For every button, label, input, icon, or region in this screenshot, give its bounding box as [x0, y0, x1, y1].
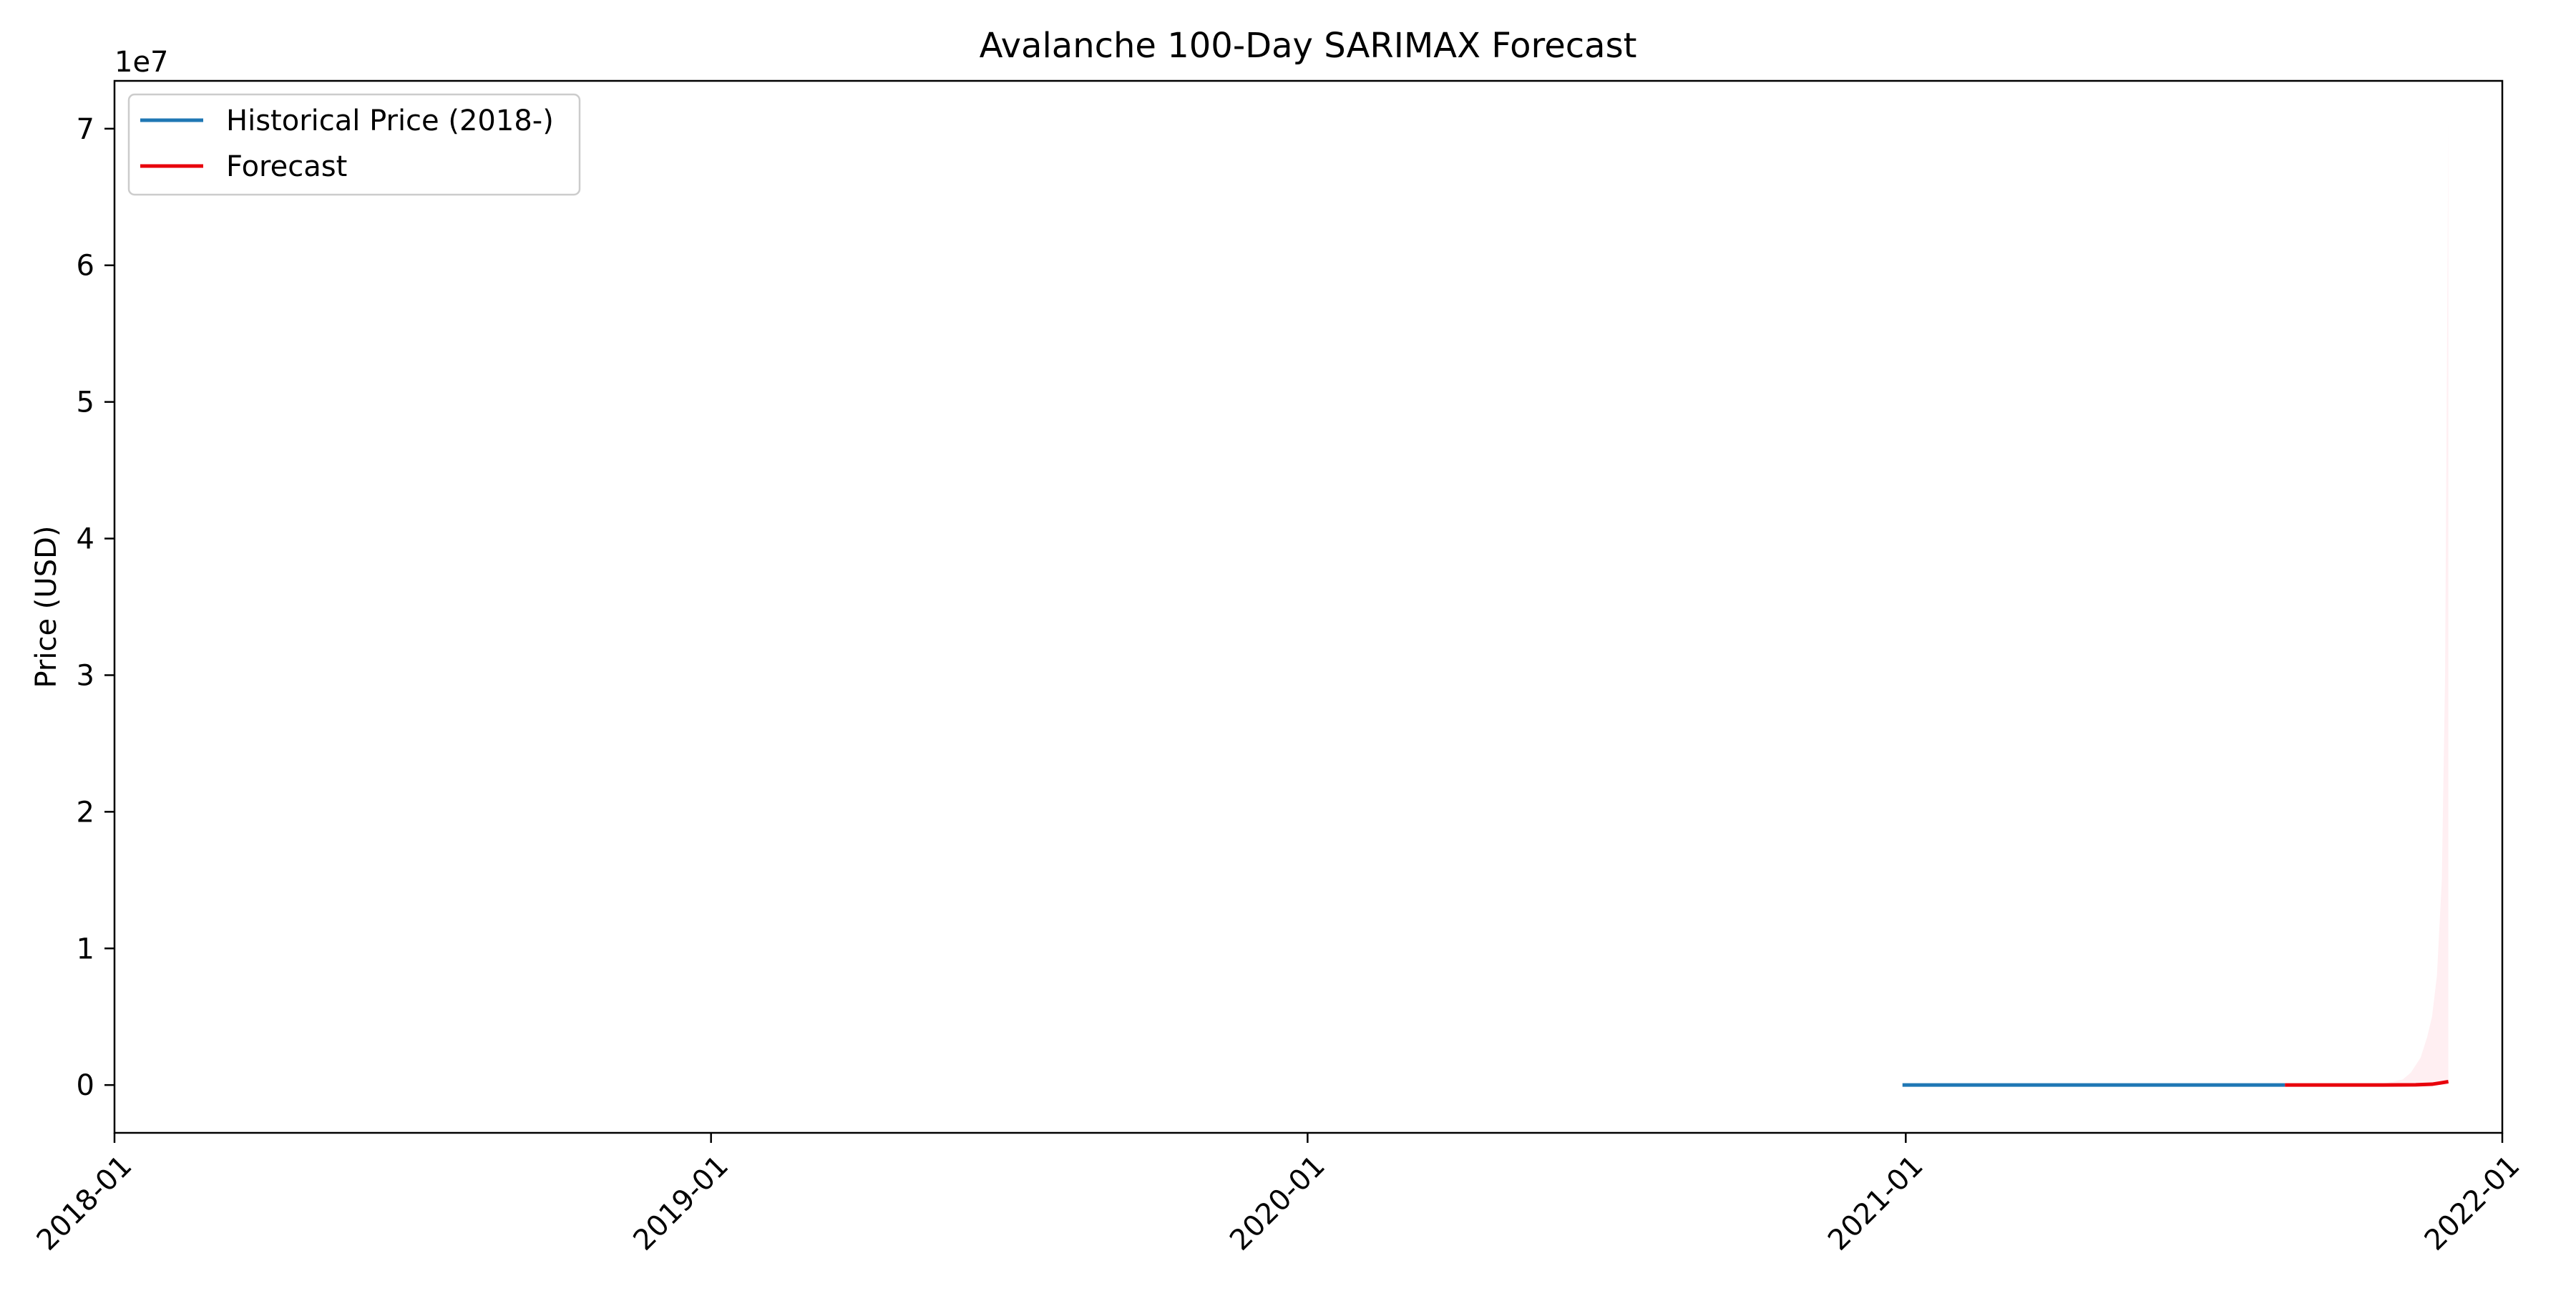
y-tick-label: 4	[77, 523, 94, 556]
legend-label-forecast: Forecast	[226, 150, 347, 183]
legend-label-historical: Historical Price (2018-)	[226, 104, 554, 137]
legend: Historical Price (2018-) Forecast	[127, 93, 581, 196]
y-axis-label: Price (USD)	[30, 526, 63, 688]
y-tick-label: 7	[77, 113, 94, 146]
y-tick-label: 5	[77, 386, 94, 419]
y-axis-ticks: 0 1 2 3 4 5 6 7	[77, 113, 114, 1102]
y-tick-label: 2	[77, 796, 94, 829]
legend-box	[127, 93, 581, 196]
plot-area	[1902, 122, 2449, 1087]
chart-title: Avalanche 100-Day SARIMAX Forecast	[980, 26, 1637, 66]
y-tick-label: 1	[77, 932, 94, 965]
y-axis-offset-label: 1e7	[114, 46, 169, 79]
y-tick-label: 6	[77, 250, 94, 283]
forecast-line	[2285, 1079, 2449, 1087]
y-tick-label: 3	[77, 659, 94, 692]
y-tick-label: 0	[77, 1069, 94, 1102]
